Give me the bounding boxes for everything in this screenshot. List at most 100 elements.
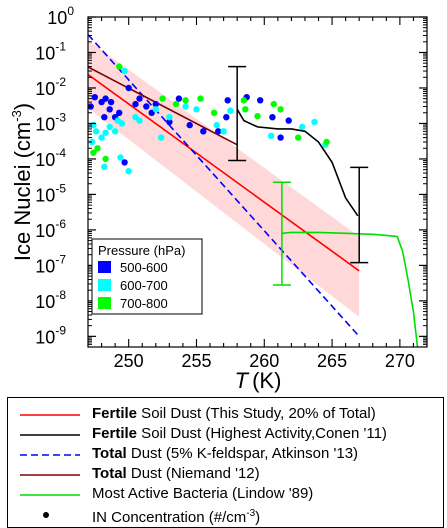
data-point-700-800-6 [182, 97, 189, 104]
data-point-500-600-1 [91, 94, 99, 101]
x-axis-title: T (K) [235, 368, 282, 393]
data-point-500-600-12 [136, 95, 143, 102]
data-point-600-700-17 [213, 121, 220, 129]
data-point-500-600-9 [121, 159, 128, 166]
data-point-500-600-13 [143, 103, 150, 110]
data-point-700-800-11 [254, 113, 261, 120]
legend-label: Fertile Soil Dust (This Study, 20% of To… [92, 405, 376, 422]
legend-row: Fertile Soil Dust (Highest Activity,Cone… [8, 424, 443, 444]
plot-frame [87, 16, 428, 348]
data-point-500-600-26 [277, 134, 284, 141]
data-point-600-700-12 [152, 106, 159, 113]
legend-label-600-700: 600-700 [120, 278, 168, 293]
data-point-600-700-14 [166, 114, 173, 121]
y-tick-label: 10-4 [35, 146, 66, 170]
data-point-700-800-12 [270, 100, 277, 108]
data-point-500-600-17 [175, 95, 183, 102]
x-axis-unit: (K) [252, 368, 281, 393]
x-tick-label: 265 [317, 351, 347, 371]
legend-row: Fertile Soil Dust (This Study, 20% of To… [8, 404, 443, 424]
legend-dot-swatch [43, 512, 49, 518]
data-point-500-600-10 [125, 84, 132, 92]
y-tick-label: 10-2 [35, 75, 66, 99]
data-point-700-800-3 [116, 63, 123, 70]
data-point-700-800-7 [197, 95, 204, 102]
data-point-600-700-16 [193, 106, 200, 113]
data-point-600-700-4 [102, 129, 109, 136]
data-point-600-700-26 [125, 168, 132, 175]
legend-label: Total Dust (5% K-feldspar, Atkinson '13) [92, 445, 359, 462]
data-point-600-700-18 [220, 128, 227, 135]
legend-swatch-700-800 [98, 297, 111, 309]
data-point-700-800-8 [210, 109, 218, 117]
legend-label: IN Concentration (#/cm-3) [92, 508, 261, 526]
series-line-3 [88, 66, 238, 146]
data-point-500-600-24 [257, 97, 264, 104]
x-tick-label: 250 [114, 351, 144, 371]
data-point-600-700-20 [267, 132, 275, 139]
y-tick-label: 10-3 [35, 110, 66, 134]
series-line-0 [88, 73, 360, 272]
data-point-600-700-3 [98, 134, 105, 141]
data-point-500-600-19 [200, 128, 207, 135]
data-point-500-600-15 [152, 100, 159, 108]
data-point-500-600-21 [223, 114, 230, 121]
x-tick-label: 255 [181, 351, 211, 371]
data-point-500-600-3 [101, 114, 108, 121]
data-point-600-700-19 [227, 107, 234, 114]
data-point-600-700-0 [88, 138, 96, 146]
data-point-600-700-5 [106, 123, 113, 131]
legend-row: IN Concentration (#/cm-3) [8, 504, 443, 526]
data-point-600-700-2 [92, 128, 100, 135]
data-point-500-600-5 [106, 106, 113, 113]
data-point-700-800-4 [159, 95, 166, 102]
legend-label: Most Active Bacteria (Lindow '89) [92, 485, 314, 502]
legend-swatch-600-700 [98, 279, 111, 291]
legend-swatch-500-600 [98, 261, 111, 273]
data-point-500-600-22 [224, 97, 231, 104]
y-tick-label: 100 [47, 4, 74, 28]
data-point-500-600-4 [102, 95, 109, 102]
data-point-700-800-10 [242, 106, 249, 113]
data-point-500-600-16 [166, 118, 173, 126]
data-point-600-700-11 [136, 117, 143, 124]
data-point-500-600-6 [107, 98, 115, 106]
legend-label-500-600: 500-600 [120, 260, 168, 275]
y-tick-label: 10-5 [35, 181, 66, 205]
x-axis-symbol: T [235, 368, 250, 393]
y-tick-label: 10-7 [35, 252, 66, 276]
legend-line-swatch [20, 474, 80, 476]
y-tick-label: 10-1 [35, 39, 66, 63]
data-point-700-800-5 [172, 100, 180, 108]
data-point-700-800-15 [323, 138, 330, 146]
legend-label-700-800: 700-800 [120, 296, 168, 311]
data-point-500-600-11 [132, 100, 139, 108]
legend-line-swatch [20, 434, 80, 436]
y-tick-label: 10-9 [35, 323, 66, 347]
y-axis-label-exponent: -3 [9, 110, 24, 122]
legend-label: Total Dust (Niemand '12) [92, 465, 260, 482]
data-point-500-600-20 [215, 128, 222, 135]
legend-label: Fertile Soil Dust (Highest Activity,Cone… [92, 425, 387, 442]
series-line-4 [281, 231, 419, 347]
y-tick-label: 10-6 [35, 217, 66, 241]
legend-row: Total Dust (Niemand '12) [8, 464, 443, 484]
legend-row: Most Active Bacteria (Lindow '89) [8, 484, 443, 504]
data-point-700-800-0 [90, 149, 97, 156]
legend-line-swatch [20, 454, 80, 456]
data-point-600-700-9 [121, 67, 128, 75]
data-point-500-600-27 [285, 117, 292, 124]
ice-nuclei-chart: 10010-110-210-310-410-510-610-710-810-9 … [9, 4, 428, 393]
data-point-600-700-21 [299, 123, 306, 131]
data-point-500-600-8 [116, 109, 123, 117]
legend-line-swatch [20, 414, 80, 416]
data-point-600-700-8 [118, 120, 126, 127]
data-point-700-800-1 [94, 145, 101, 152]
data-point-700-800-2 [102, 155, 109, 163]
legend-row: Total Dust (5% K-feldspar, Atkinson '13) [8, 444, 443, 464]
data-point-700-800-13 [277, 106, 284, 113]
series-line-1 [236, 108, 359, 217]
legend-line-swatch [20, 494, 80, 496]
data-point-700-800-14 [295, 134, 302, 141]
pressure-legend-title: Pressure (hPa) [98, 243, 185, 258]
